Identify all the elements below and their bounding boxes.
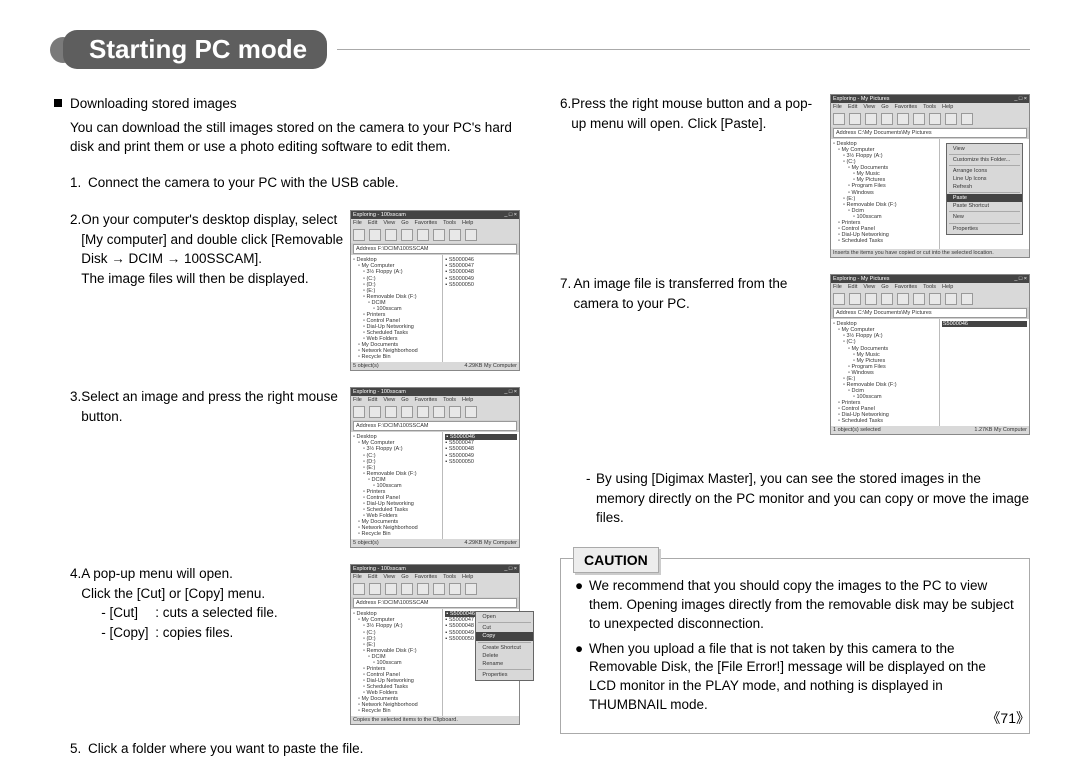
window-controls: _ □ × — [1014, 276, 1027, 282]
section-header: Downloading stored images — [70, 94, 237, 114]
cut-label: - [Cut] — [101, 603, 155, 623]
page-title: Starting PC mode — [63, 30, 327, 69]
copy-desc: : copies files. — [155, 623, 233, 643]
title-pill: Starting PC mode — [50, 30, 327, 69]
page-number: 《71》 — [986, 708, 1030, 728]
dash-bullet: - — [586, 469, 596, 528]
toolbar — [351, 581, 519, 597]
file-list: ViewCustomize this Folder...Arrange Icon… — [940, 139, 1029, 249]
menu-bar: FileEditViewGoFavoritesToolsHelp — [831, 103, 1029, 111]
bullet-dot: ● — [575, 577, 589, 634]
folder-tree: ▫ Desktop▫ My Computer▫ 3½ Floppy (A:)▫ … — [351, 255, 443, 362]
address-path: F:\DCIM\100SSCAM — [378, 246, 429, 252]
screenshot-step3: Exploring - 100sscam _ □ × FileEditViewGo… — [350, 387, 520, 548]
file-list: ▪ S5000046▪ S5000047▪ S5000048▪ S5000049… — [443, 432, 519, 539]
step6-text: Press the right mouse button and a pop-u… — [571, 94, 824, 133]
window-title: Exploring - My Pictures — [833, 276, 890, 282]
status-text: Inserts the items you have copied or cut… — [833, 250, 994, 256]
window-controls: _ □ × — [504, 212, 517, 218]
title-bar: Starting PC mode — [50, 30, 1030, 69]
step4-text-a: A pop-up menu will open. — [81, 564, 277, 584]
address-path: C:\My Documents\My Pictures — [858, 310, 932, 316]
cut-desc: : cuts a selected file. — [155, 603, 277, 623]
file-list: ▪ S5000046▪ S5000047▪ S5000048▪ S5000049… — [443, 255, 519, 362]
caution1-text: We recommend that you should copy the im… — [589, 577, 1015, 634]
file-item: S5000046 — [942, 321, 1027, 327]
context-menu: OpenCutCopyCreate ShortcutDeleteRenamePr… — [475, 611, 534, 680]
status-bar: 5 object(s)4.29KB My Computer — [351, 539, 519, 547]
step5-text: Click a folder where you want to paste t… — [88, 739, 520, 759]
step1-text: Connect the camera to your PC with the U… — [88, 173, 520, 193]
menu-bar: FileEditViewGoFavoritesToolsHelp — [351, 396, 519, 404]
bullet-dot: ● — [575, 640, 589, 716]
step3-text: Select an image and press the right mous… — [81, 387, 344, 426]
folder-tree: ▫ Desktop▫ My Computer▫ 3½ Floppy (A:)▫ … — [831, 139, 940, 249]
address-label: Address — [836, 130, 858, 136]
status-bar: 5 object(s)4.29KB My Computer — [351, 362, 519, 370]
toolbar — [351, 227, 519, 243]
file-list: S5000046 — [940, 319, 1029, 426]
address-label: Address — [356, 246, 378, 252]
copy-label: - [Copy] — [101, 623, 155, 643]
step-number: 2. — [70, 210, 81, 288]
step-number: 5. — [70, 739, 88, 759]
step4-text-b: Click the [Cut] or [Copy] menu. — [81, 584, 277, 604]
address-label: Address — [836, 310, 858, 316]
address-path: C:\My Documents\My Pictures — [858, 130, 932, 136]
status-bar: Copies the selected items to the Clipboa… — [351, 716, 519, 724]
step2-text-a: On your computer's desktop display, sele… — [81, 210, 344, 269]
file-list: ▪ S5000046▪ S5000047▪ S5000048▪ S5000049… — [443, 609, 519, 716]
toolbar — [351, 404, 519, 420]
step-number: 7. — [560, 274, 574, 313]
title-rule — [337, 49, 1030, 50]
caution2-text: When you upload a file that is not taken… — [589, 640, 1015, 716]
address-path: F:\DCIM\100SSCAM — [378, 423, 429, 429]
status-bar: Inserts the items you have copied or cut… — [831, 249, 1029, 257]
step7-text: An image file is transferred from the ca… — [574, 274, 825, 313]
right-column: 6. Press the right mouse button and a po… — [560, 94, 1030, 759]
toolbar — [831, 111, 1029, 127]
caution-label: CAUTION — [573, 547, 659, 573]
window-controls: _ □ × — [504, 566, 517, 572]
address-label: Address — [356, 423, 378, 429]
window-controls: _ □ × — [504, 389, 517, 395]
context-menu: ViewCustomize this Folder...Arrange Icon… — [946, 143, 1023, 234]
step-number: 6. — [560, 94, 571, 133]
window-title: Exploring - 100sscam — [353, 212, 406, 218]
step-number: 3. — [70, 387, 81, 426]
address-label: Address — [356, 600, 378, 606]
menu-bar: FileEditViewGoFavoritesToolsHelp — [351, 573, 519, 581]
screenshot-step7: Exploring - My Pictures _ □ × FileEditVie… — [830, 274, 1030, 435]
caution-box: CAUTION ●We recommend that you should co… — [560, 558, 1030, 734]
screenshot-step6: Exploring - My Pictures _ □ × FileEditVie… — [830, 94, 1030, 258]
screenshot-step2: Exploring - 100sscam _ □ × FileEditViewGo… — [350, 210, 520, 371]
folder-tree: ▫ Desktop▫ My Computer▫ 3½ Floppy (A:)▫ … — [831, 319, 940, 426]
step2-text-b: The image files will then be displayed. — [81, 269, 344, 289]
status-bar: 1 object(s) selected1.27KB My Computer — [831, 426, 1029, 434]
intro-text: You can download the still images stored… — [50, 118, 520, 157]
window-controls: _ □ × — [1014, 96, 1027, 102]
screenshot-step4: Exploring - 100sscam _ □ × FileEditViewGo… — [350, 564, 520, 725]
step-number: 1. — [70, 173, 88, 193]
window-title: Exploring - 100sscam — [353, 389, 406, 395]
menu-bar: FileEditViewGoFavoritesToolsHelp — [831, 283, 1029, 291]
step-number: 4. — [70, 564, 81, 642]
folder-tree: ▫ Desktop▫ My Computer▫ 3½ Floppy (A:)▫ … — [351, 609, 443, 716]
toolbar — [831, 291, 1029, 307]
menu-bar: FileEditViewGoFavoritesToolsHelp — [351, 219, 519, 227]
status-text: Copies the selected items to the Clipboa… — [353, 717, 458, 723]
square-bullet-icon — [54, 99, 62, 107]
folder-tree: ▫ Desktop▫ My Computer▫ 3½ Floppy (A:)▫ … — [351, 432, 443, 539]
left-column: Downloading stored images You can downlo… — [50, 94, 520, 759]
window-title: Exploring - 100sscam — [353, 566, 406, 572]
note-text: By using [Digimax Master], you can see t… — [596, 469, 1030, 528]
address-path: F:\DCIM\100SSCAM — [378, 600, 429, 606]
window-title: Exploring - My Pictures — [833, 96, 890, 102]
